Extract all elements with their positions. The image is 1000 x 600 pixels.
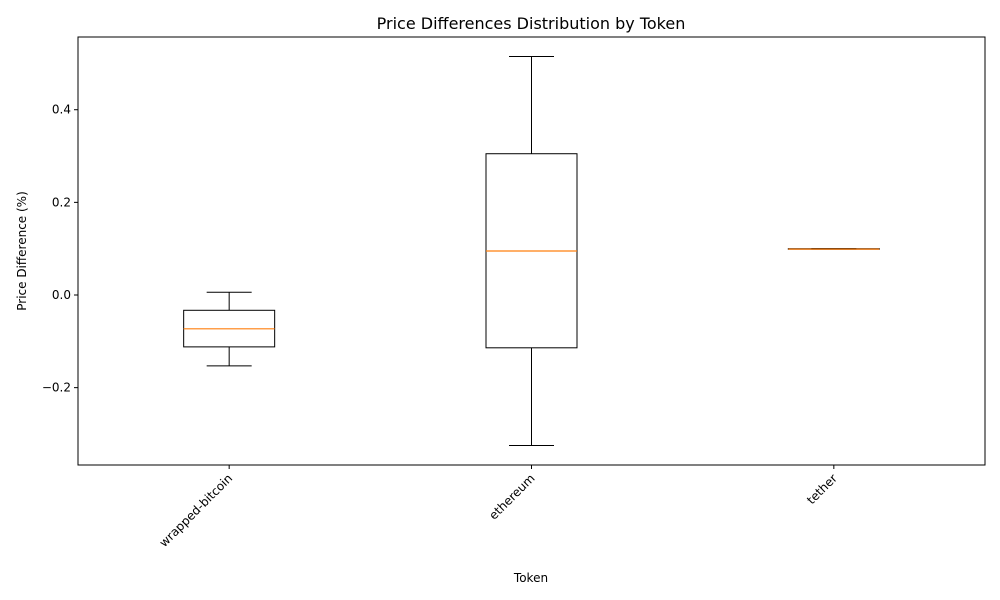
y-tick-label: 0.4 bbox=[52, 103, 71, 117]
chart-title: Price Differences Distribution by Token bbox=[377, 14, 686, 33]
y-tick-label: −0.2 bbox=[42, 381, 71, 395]
x-tick-label: wrapped-bitcoin bbox=[157, 471, 236, 550]
x-axis: wrapped-bitcoin ethereum tether bbox=[157, 465, 840, 550]
y-axis-label: Price Difference (%) bbox=[15, 191, 29, 311]
box-ethereum bbox=[485, 55, 578, 447]
plot-area bbox=[183, 55, 880, 447]
y-tick-label: 0.0 bbox=[52, 288, 71, 302]
box-tether bbox=[787, 248, 880, 250]
x-tick-label: ethereum bbox=[486, 471, 537, 522]
y-tick-label: 0.2 bbox=[52, 195, 71, 209]
box-wrapped-bitcoin bbox=[183, 291, 276, 367]
x-axis-label: Token bbox=[513, 571, 548, 585]
x-tick-label: tether bbox=[804, 471, 840, 507]
y-axis: −0.2 0.0 0.2 0.4 bbox=[42, 103, 78, 395]
